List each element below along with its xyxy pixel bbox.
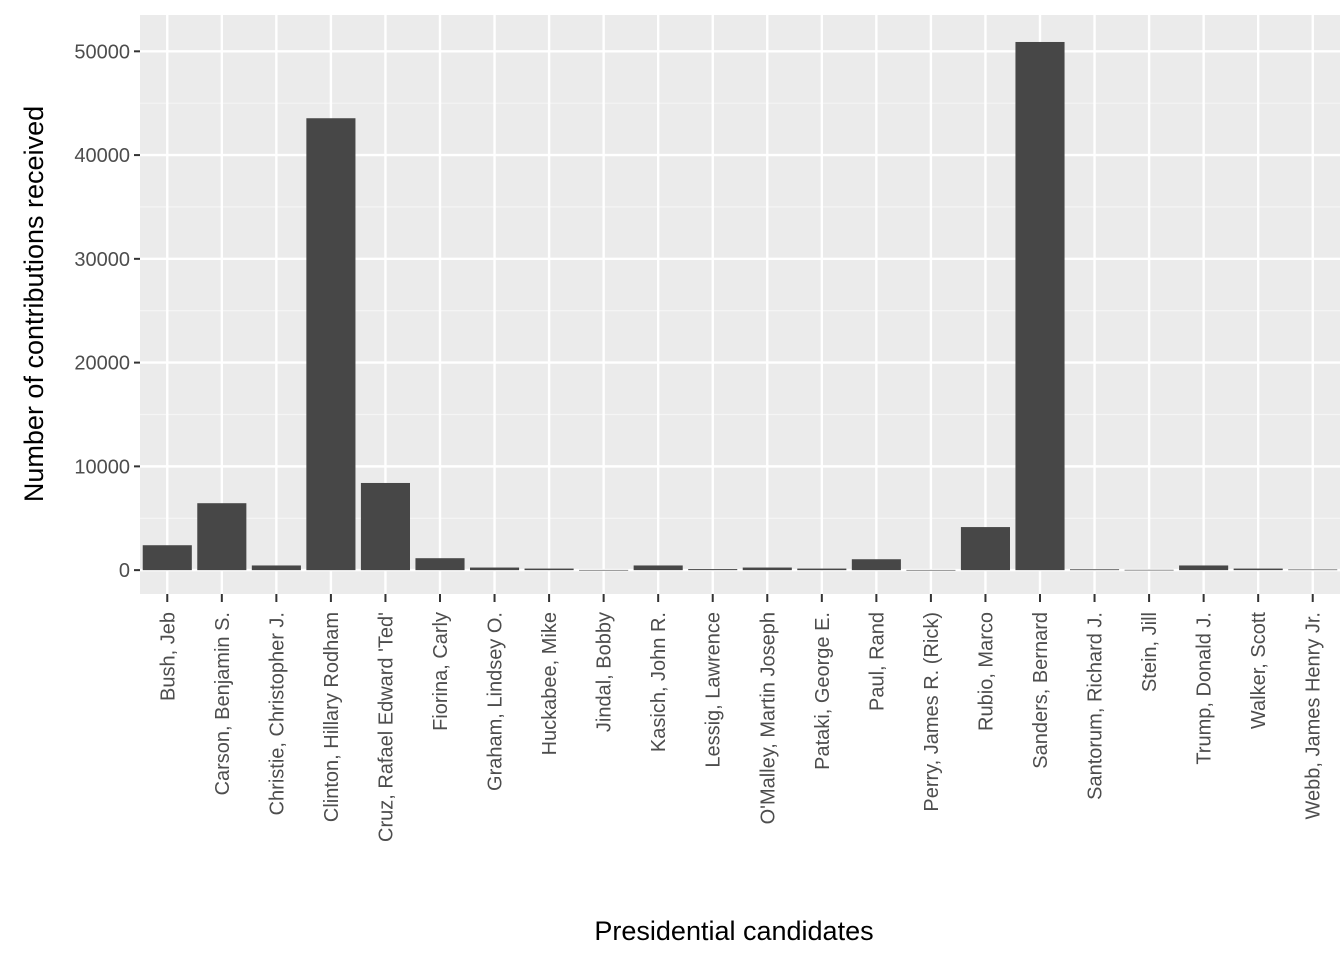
bar [906,569,956,571]
bar [1233,568,1283,571]
x-tick-label: Santorum, Richard J. [1085,612,1107,800]
bar [851,559,901,571]
x-tick-label: Pataki, George E. [812,612,834,770]
bar [1070,569,1120,571]
x-tick-label: Graham, Lindsey O. [485,612,507,791]
x-tick-label: O'Malley, Martin Joseph [757,612,779,824]
bar [197,503,247,571]
y-axis: 0 10000 20000 30000 40000 50000 [74,41,140,582]
x-tick-label: Lessig, Lawrence [703,612,725,768]
bar [579,569,629,571]
x-axis: Bush, Jeb Carson, Benjamin S. Christie, Ch… [157,594,1325,842]
x-tick-label: Trump, Donald J. [1194,612,1216,765]
bar [524,568,574,571]
x-tick-label: Webb, James Henry Jr. [1303,612,1325,819]
bar [470,567,520,571]
x-tick-label: Clinton, Hillary Rodham [321,612,343,822]
bar [1179,565,1229,571]
y-tick-label: 40000 [74,145,130,167]
bar [1015,41,1065,571]
bar [960,527,1010,571]
bar [306,118,356,571]
bar [1124,569,1174,571]
bars [142,41,1338,571]
y-tick-label: 30000 [74,249,130,271]
x-tick-label: Bush, Jeb [157,612,179,701]
x-tick-label: Rubio, Marco [975,612,997,731]
x-tick-label: Kasich, John R. [648,612,670,752]
y-tick-label: 0 [119,560,130,582]
bar [633,565,683,571]
y-tick-label: 10000 [74,456,130,478]
bar [360,482,410,571]
x-tick-label: Jindal, Bobby [594,612,616,732]
y-tick-label: 20000 [74,353,130,375]
bar [1288,569,1338,571]
x-axis-title: Presidential candidates [594,916,873,946]
bar [415,558,465,571]
x-tick-label: Huckabee, Mike [539,612,561,755]
bar [251,565,301,571]
y-axis-title: Number of contributions received [19,106,49,502]
bar [797,568,847,571]
bar [142,545,192,571]
x-tick-label: Paul, Rand [866,612,888,711]
y-tick-label: 50000 [74,41,130,63]
x-tick-label: Stein, Jill [1139,612,1161,692]
bar [688,569,738,571]
x-tick-label: Cruz, Rafael Edward 'Ted' [375,612,397,842]
x-tick-label: Sanders, Bernard [1030,612,1052,769]
bar [742,567,792,571]
x-tick-label: Perry, James R. (Rick) [921,612,943,812]
x-tick-label: Walker, Scott [1248,612,1270,730]
x-tick-label: Carson, Benjamin S. [212,612,234,795]
x-tick-label: Christie, Christopher J. [266,612,288,815]
x-tick-label: Fiorina, Carly [430,612,452,731]
